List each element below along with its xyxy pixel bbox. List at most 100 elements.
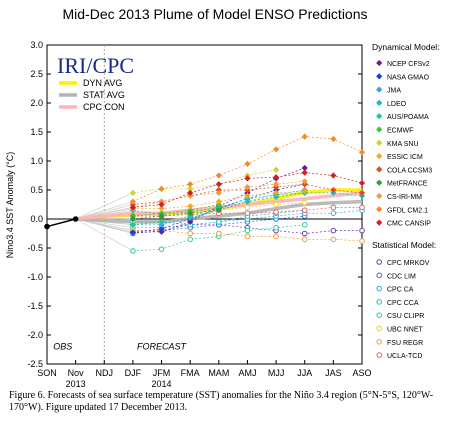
- legend: Dynamical Model: NCEP CFSv2 NASA GMAO JMA LD…: [372, 42, 440, 360]
- legend-label: CSU CLIPR: [387, 313, 424, 320]
- fan-line: [75, 201, 134, 220]
- iri-cpc-logo: IRI/CPC: [57, 53, 134, 78]
- average-legend-label: STAT AVG: [83, 90, 125, 100]
- series-line: [132, 204, 219, 217]
- x-tick-label: JFM: [153, 368, 171, 378]
- series-point: [158, 205, 165, 212]
- dynamical-legend-title: Dynamical Model:: [372, 42, 440, 52]
- series-point: [359, 238, 365, 244]
- x-tick-label: Nov: [68, 368, 85, 378]
- legend-label: NASA GMAO: [387, 74, 430, 81]
- y-tick-label: -0.5: [27, 243, 43, 253]
- legend-label: ESSIC ICM: [387, 154, 423, 161]
- legend-label: UBC NNET: [387, 327, 424, 334]
- x-tick-label: ASO: [352, 368, 371, 378]
- series-point: [301, 164, 308, 172]
- legend-label: AUS/POAMA: [387, 114, 429, 121]
- legend-label: CS-IRI-MM: [387, 194, 422, 201]
- legend-label: CPC CA: [387, 287, 414, 294]
- forecast-region-label: FORECAST: [137, 342, 188, 352]
- series-point: [272, 174, 280, 181]
- series-point: [330, 236, 337, 243]
- plot-frame: [46, 44, 363, 365]
- series-point: [215, 207, 222, 214]
- y-tick-label: -1.0: [27, 272, 43, 282]
- series-point: [216, 230, 222, 237]
- series-point: [301, 199, 308, 206]
- average-legend-label: CPC CON: [83, 102, 125, 112]
- legend-label: GFDL CM2.1: [387, 207, 428, 214]
- fan-line: [75, 218, 134, 252]
- chart-title: Mid-Dec 2013 Plume of Model ENSO Predict…: [62, 6, 367, 22]
- legend-marker: [376, 152, 383, 160]
- x-tick-label: SON: [37, 368, 57, 378]
- legend-label: COLA CCSM3: [387, 167, 432, 174]
- x-tick-label: FMA: [181, 368, 200, 378]
- series-point: [129, 204, 137, 211]
- series-point: [244, 175, 251, 182]
- series-point: [301, 169, 308, 176]
- legend-marker: [376, 352, 383, 358]
- x-tick-label: JAS: [325, 368, 342, 378]
- series-point: [244, 210, 251, 216]
- x-tick-label: MAM: [208, 368, 229, 378]
- series-point: [216, 219, 222, 225]
- y-tick-label: -1.5: [27, 301, 43, 311]
- series-point: [273, 201, 279, 208]
- series-point: [244, 227, 251, 234]
- average-legend-label: DYN AVG: [83, 78, 122, 88]
- x-tick-label: AMJ: [238, 368, 256, 378]
- series-point: [244, 192, 251, 199]
- legend-marker: [376, 325, 383, 332]
- series-point: [158, 218, 165, 226]
- series-point: [273, 224, 279, 231]
- series-line: [132, 169, 277, 194]
- series-point: [158, 246, 165, 252]
- series-point: [301, 236, 308, 243]
- series-point: [130, 248, 136, 254]
- series-point: [330, 135, 337, 143]
- legend-label: FSU REGR: [387, 340, 423, 347]
- series-point: [215, 172, 222, 179]
- observed-point: [44, 223, 50, 230]
- legend-marker: [376, 299, 383, 305]
- series-point: [359, 204, 365, 211]
- y-tick-label: -2.0: [27, 330, 43, 340]
- x-year-label: 2013: [66, 379, 86, 389]
- fan-line: [75, 192, 134, 220]
- y-tick-label: 3.0: [30, 40, 43, 50]
- y-tick-label: 0.0: [30, 214, 43, 224]
- series-point: [187, 236, 193, 243]
- statistical-legend-title: Statistical Model:: [372, 240, 436, 250]
- figure-caption: Figure 6. Forecasts of sea surface tempe…: [9, 390, 434, 413]
- series-point: [273, 233, 279, 240]
- y-tick-label: 0.5: [30, 185, 43, 195]
- series-point: [129, 189, 137, 197]
- x-tick-label: DJF: [125, 368, 142, 378]
- legend-label: CPC MRKOV: [387, 260, 430, 267]
- average-line: [75, 199, 363, 224]
- legend-marker: [376, 272, 383, 279]
- series-point: [129, 221, 137, 228]
- series-point: [187, 230, 193, 237]
- series-point: [158, 225, 165, 232]
- legend-marker: [376, 312, 383, 319]
- y-axis-label: Nino3.4 SST Anomaly (°C): [5, 152, 15, 258]
- series-point: [215, 189, 222, 197]
- y-tick-label: 2.0: [30, 98, 43, 108]
- legend-marker: [376, 339, 383, 345]
- series-point: [244, 233, 251, 240]
- x-tick-label: JJA: [297, 368, 312, 378]
- series-point: [215, 181, 222, 188]
- x-year-label: 2014: [152, 379, 172, 389]
- series-line: [132, 224, 362, 234]
- legend-marker: [376, 259, 383, 265]
- series-point: [158, 185, 165, 192]
- enso-plume-chart: Mid-Dec 2013 Plume of Model ENSO Predict…: [5, 6, 440, 389]
- observed-line: [46, 218, 76, 228]
- series-point: [359, 227, 365, 234]
- legend-label: MetFRANCE: [387, 181, 428, 188]
- obs-region-label: OBS: [53, 342, 72, 352]
- series-point: [330, 204, 337, 211]
- series-point: [129, 229, 137, 236]
